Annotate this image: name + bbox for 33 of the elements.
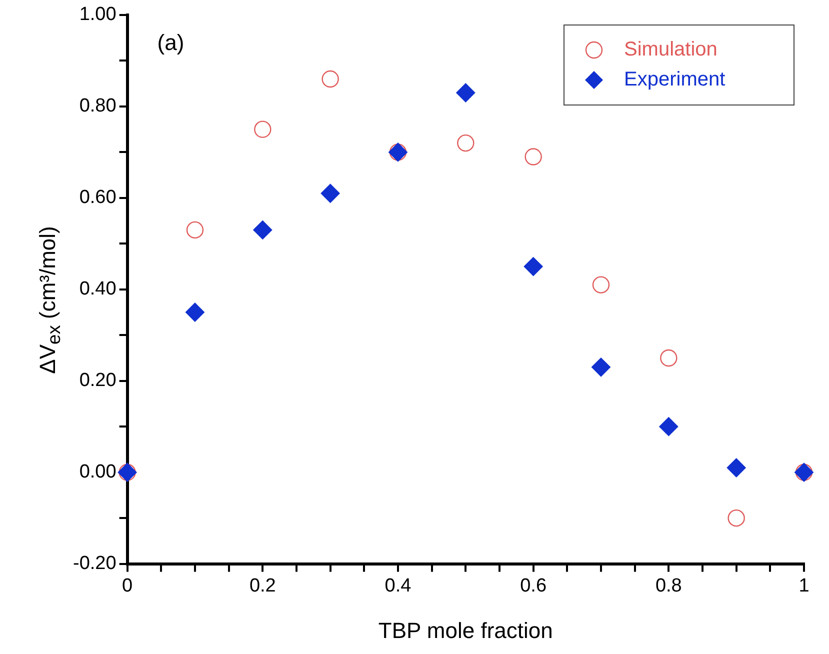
legend-label: Experiment [624, 68, 726, 91]
point [457, 134, 474, 152]
y-tick-label: 0.00 [79, 462, 116, 483]
y-tick-label: 0.20 [79, 370, 116, 392]
x-tick-label: 0 [122, 575, 133, 596]
point [185, 302, 204, 322]
y-tick-label: 0.60 [79, 187, 116, 208]
point [254, 120, 272, 138]
point [320, 184, 340, 203]
point [591, 358, 610, 377]
annotation: (a) [157, 30, 184, 56]
point [660, 349, 678, 367]
point [253, 220, 272, 240]
y-tick-label: 0.40 [79, 278, 116, 300]
point [592, 276, 610, 294]
x-tick-label: 0.2 [249, 575, 276, 596]
x-tick-label: 1 [798, 575, 810, 596]
point [322, 70, 339, 88]
point [186, 221, 204, 239]
point [659, 417, 678, 436]
point [524, 257, 543, 276]
point [456, 83, 476, 102]
x-tick-label: 0.8 [655, 575, 682, 596]
legend-label: Simulation [624, 38, 718, 61]
x-axis-title: TBP mole fraction [378, 618, 553, 643]
point [524, 148, 542, 166]
x-tick-label: 0.6 [520, 575, 547, 596]
y-tick-label: 1.00 [79, 4, 116, 26]
point [728, 509, 745, 527]
y-tick-label: 0.80 [79, 96, 116, 117]
y-tick-label: -0.20 [72, 553, 116, 574]
x-tick-label: 0.4 [384, 575, 412, 596]
point [726, 458, 746, 478]
